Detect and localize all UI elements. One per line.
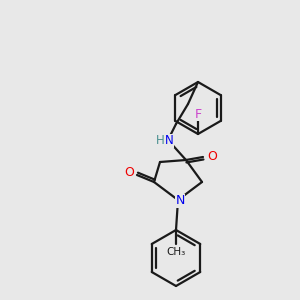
Text: N: N [175,194,185,208]
Text: O: O [207,149,217,163]
Text: F: F [194,107,202,121]
Text: O: O [124,166,134,178]
Text: CH₃: CH₃ [167,247,186,257]
Text: N: N [165,134,173,148]
Text: H: H [156,134,164,148]
